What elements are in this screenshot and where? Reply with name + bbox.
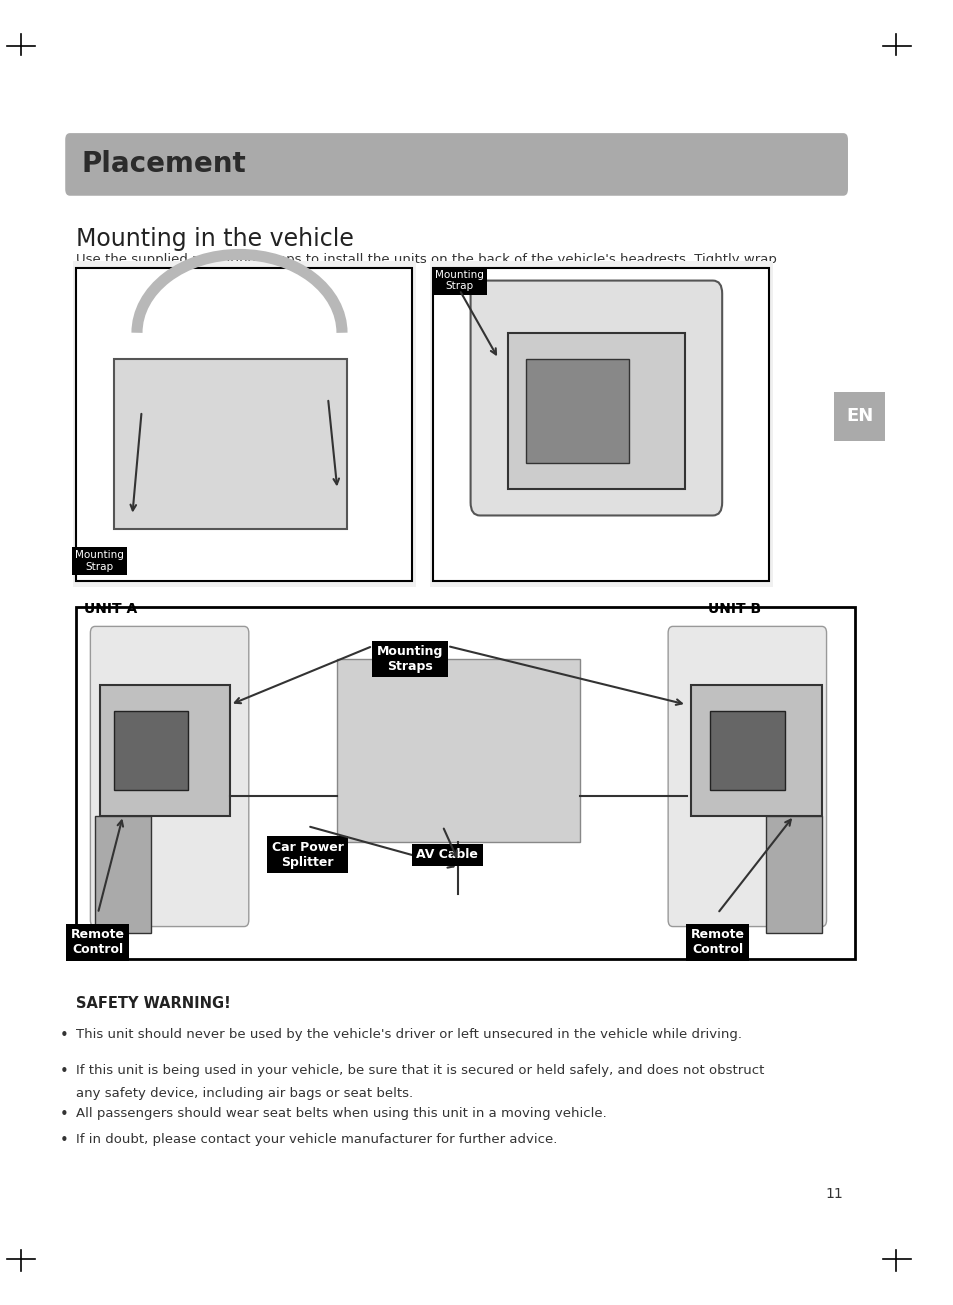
- FancyBboxPatch shape: [91, 626, 249, 927]
- Text: •: •: [60, 1064, 69, 1078]
- Text: the mounting strap around the headrest.: the mounting strap around the headrest.: [76, 277, 350, 290]
- Bar: [113, 711, 188, 790]
- Text: Mounting
Strap: Mounting Strap: [75, 551, 124, 572]
- Bar: [433, 268, 768, 581]
- Text: EN: EN: [845, 407, 872, 425]
- Bar: [526, 359, 628, 463]
- Bar: [337, 659, 579, 842]
- Text: any safety device, including air bags or seat belts.: any safety device, including air bags or…: [76, 1087, 413, 1100]
- Text: •: •: [60, 1028, 69, 1043]
- Text: Use the supplied mounting straps to install the units on the back of the vehicle: Use the supplied mounting straps to inst…: [76, 253, 777, 266]
- Bar: [76, 268, 412, 581]
- Bar: [113, 359, 346, 529]
- Text: •: •: [60, 1107, 69, 1121]
- Bar: [76, 607, 855, 959]
- Text: Remote
Control: Remote Control: [71, 928, 125, 957]
- FancyBboxPatch shape: [667, 626, 825, 927]
- Text: Mounting
Strap: Mounting Strap: [435, 270, 483, 291]
- Text: AV Cable: AV Cable: [416, 848, 477, 861]
- Text: This unit should never be used by the vehicle's driver or left unsecured in the : This unit should never be used by the ve…: [76, 1028, 741, 1041]
- Text: Mounting in the vehicle: Mounting in the vehicle: [76, 227, 354, 251]
- Text: Car Power
Splitter: Car Power Splitter: [272, 840, 343, 869]
- Text: Mounting
Straps: Mounting Straps: [376, 645, 443, 673]
- Bar: [95, 816, 151, 933]
- Text: Remote
Control: Remote Control: [690, 928, 743, 957]
- FancyBboxPatch shape: [470, 281, 721, 515]
- FancyBboxPatch shape: [65, 133, 847, 196]
- Bar: [429, 261, 772, 587]
- Text: SAFETY WARNING!: SAFETY WARNING!: [76, 996, 231, 1010]
- Bar: [709, 711, 783, 790]
- Text: UNIT A: UNIT A: [84, 602, 137, 616]
- Text: If this unit is being used in your vehicle, be sure that it is secured or held s: If this unit is being used in your vehic…: [76, 1064, 764, 1077]
- Bar: [100, 685, 230, 816]
- Text: 11: 11: [824, 1186, 842, 1201]
- Text: •: •: [60, 1133, 69, 1147]
- Text: If in doubt, please contact your vehicle manufacturer for further advice.: If in doubt, please contact your vehicle…: [76, 1133, 558, 1146]
- Text: All passengers should wear seat belts when using this unit in a moving vehicle.: All passengers should wear seat belts wh…: [76, 1107, 606, 1120]
- Bar: [833, 392, 884, 441]
- Bar: [72, 261, 416, 587]
- Bar: [507, 333, 684, 489]
- Text: UNIT B: UNIT B: [707, 602, 760, 616]
- Text: Placement: Placement: [81, 150, 246, 179]
- Bar: [765, 816, 821, 933]
- Bar: [691, 685, 821, 816]
